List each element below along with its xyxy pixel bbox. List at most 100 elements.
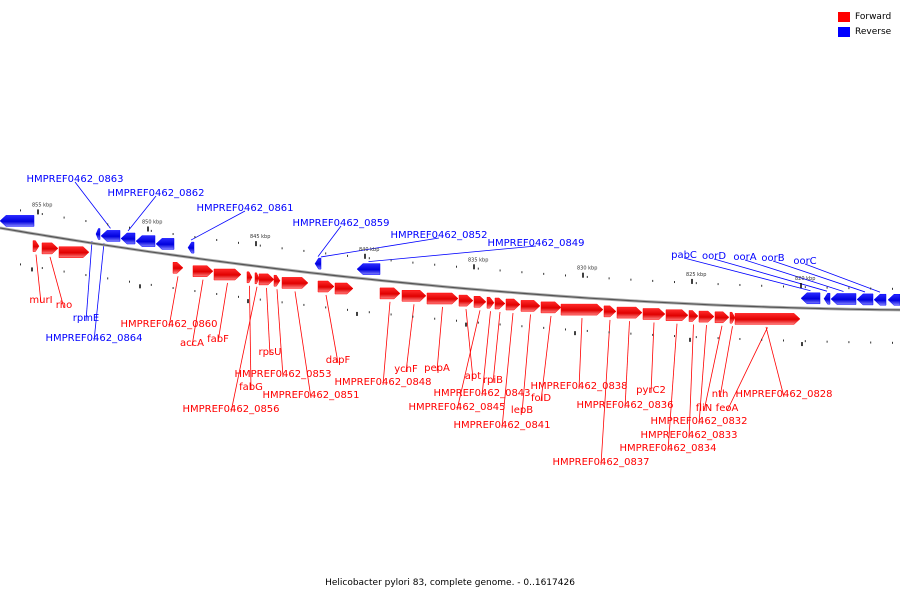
- minor-tick: [543, 326, 545, 329]
- gene-hmpref0462-0848[interactable]: [379, 287, 401, 300]
- minor-tick: [608, 331, 610, 334]
- gene-dapf[interactable]: [317, 280, 335, 293]
- minor-tick: [717, 283, 719, 286]
- minor-tick: [172, 287, 174, 290]
- connector-muri: [35, 254, 42, 304]
- minor-tick: [804, 286, 806, 289]
- label-fold: folD: [531, 393, 551, 404]
- minor-tick: [783, 285, 784, 288]
- connector-hmpref0462-0848: [382, 301, 391, 386]
- gene-nth[interactable]: [729, 311, 736, 324]
- scale-tick-label: 855 kbp: [32, 202, 52, 208]
- gene-hmpref0462-0853[interactable]: [273, 274, 281, 287]
- gene-hmpref0462-0861[interactable]: [187, 241, 195, 254]
- gene-fold[interactable]: [540, 301, 562, 314]
- gene-oorb[interactable]: [856, 293, 874, 306]
- gene-reverse-gene[interactable]: [0, 215, 35, 227]
- gene-hmpref0462-0856[interactable]: [254, 272, 260, 285]
- connector-hmpref0462-0836: [624, 321, 630, 409]
- connector-hmpref0462-0833: [688, 324, 694, 439]
- gene-hmpref0462-0843[interactable]: [486, 296, 495, 309]
- connector-ychf: [405, 304, 415, 373]
- gene-muri[interactable]: [32, 240, 40, 252]
- gene-hmpref0462-0832[interactable]: [698, 310, 715, 323]
- gene-pabc[interactable]: [800, 292, 821, 305]
- scale-tick-label: 835 kbp: [468, 257, 488, 263]
- minor-tick: [695, 336, 697, 339]
- reverse-swatch: [838, 26, 850, 37]
- minor-tick: [477, 321, 479, 324]
- connector-rpme: [85, 241, 93, 322]
- legend-forward-label: Forward: [855, 11, 892, 22]
- gene-oord[interactable]: [823, 292, 831, 305]
- gene-forward-gene[interactable]: [334, 282, 354, 295]
- gene-oora[interactable]: [830, 293, 857, 305]
- connector-dapf: [325, 294, 339, 364]
- label-flin: fliN: [696, 403, 713, 414]
- label-hmpref0462-0851: HMPREF0462_0851: [262, 390, 359, 401]
- minor-tick: [761, 338, 763, 341]
- connector-pabc: [683, 257, 811, 292]
- minor-tick: [652, 333, 654, 336]
- connector-rpib: [492, 311, 501, 384]
- connector-apt: [465, 309, 474, 380]
- gene-hmpref0462-0849[interactable]: [356, 263, 381, 275]
- gene-hmpref0462-0834[interactable]: [665, 309, 689, 321]
- gene-rho[interactable]: [41, 242, 59, 255]
- gene-reverse-gene[interactable]: [95, 228, 101, 240]
- gene-rpib[interactable]: [494, 297, 506, 310]
- minor-tick: [608, 277, 610, 280]
- gene-hmpref0462-0838[interactable]: [560, 303, 604, 316]
- gene-hmpref0462-0845[interactable]: [473, 296, 487, 308]
- minor-tick: [216, 238, 218, 241]
- label-hmpref0462-0832: HMPREF0462_0832: [650, 416, 747, 427]
- gene-ychf[interactable]: [401, 290, 427, 302]
- gene-reverse-gene[interactable]: [135, 235, 156, 247]
- connector-oora: [744, 259, 844, 292]
- gene-apt[interactable]: [458, 294, 474, 307]
- gene-hmpref0462-0836[interactable]: [616, 306, 643, 319]
- gene-fabf[interactable]: [213, 268, 242, 281]
- gene-hmpref0462-0833[interactable]: [688, 310, 699, 322]
- minor-tick: [281, 301, 283, 304]
- gene-reverse-gene[interactable]: [887, 294, 900, 306]
- minor-tick: [85, 220, 87, 223]
- gene-pepa[interactable]: [426, 292, 459, 305]
- gene-fabg[interactable]: [246, 271, 253, 284]
- minor-tick: [565, 274, 566, 277]
- gene-hmpref0462-0851[interactable]: [281, 277, 309, 289]
- gene-pyrc2[interactable]: [642, 308, 666, 320]
- gene-oorc[interactable]: [873, 293, 887, 306]
- gene-hmpref0462-0860[interactable]: [172, 262, 184, 274]
- gene-hmpref0462-0841[interactable]: [505, 298, 521, 311]
- gene-hmpref0462-0863[interactable]: [100, 230, 121, 242]
- minor-tick: [499, 323, 501, 326]
- label-apt: apt: [465, 371, 481, 382]
- minor-tick: [565, 328, 566, 331]
- label-oorb: oorB: [761, 253, 784, 264]
- label-rpib: rpiB: [483, 375, 503, 386]
- gene-forward-gene[interactable]: [58, 246, 90, 258]
- gene-flin[interactable]: [714, 311, 730, 324]
- minor-tick: [20, 263, 21, 266]
- gene-reverse-gene[interactable]: [155, 238, 175, 250]
- label-fabg: fabG: [239, 382, 263, 393]
- minor-tick: [368, 257, 370, 260]
- gene-rpsu[interactable]: [258, 273, 275, 286]
- minor-tick: [107, 223, 109, 226]
- label-lepb: lepB: [511, 405, 533, 416]
- label-hmpref0462-0837: HMPREF0462_0837: [552, 457, 649, 468]
- label-hmpref0462-0848: HMPREF0462_0848: [334, 377, 431, 388]
- gene-acca[interactable]: [192, 265, 214, 277]
- label-hmpref0462-0860: HMPREF0462_0860: [120, 319, 217, 330]
- gene-feoa[interactable]: [734, 313, 801, 325]
- gene-reverse-gene[interactable]: [314, 257, 322, 270]
- connector-acca: [191, 279, 204, 347]
- connector-hmpref0462-0828: [765, 326, 785, 398]
- minor-tick: [477, 267, 479, 270]
- gene-lepb[interactable]: [520, 300, 541, 312]
- gene-hmpref0462-0837[interactable]: [603, 305, 617, 318]
- minor-tick: [586, 275, 588, 278]
- gene-hmpref0462-0862[interactable]: [120, 232, 136, 245]
